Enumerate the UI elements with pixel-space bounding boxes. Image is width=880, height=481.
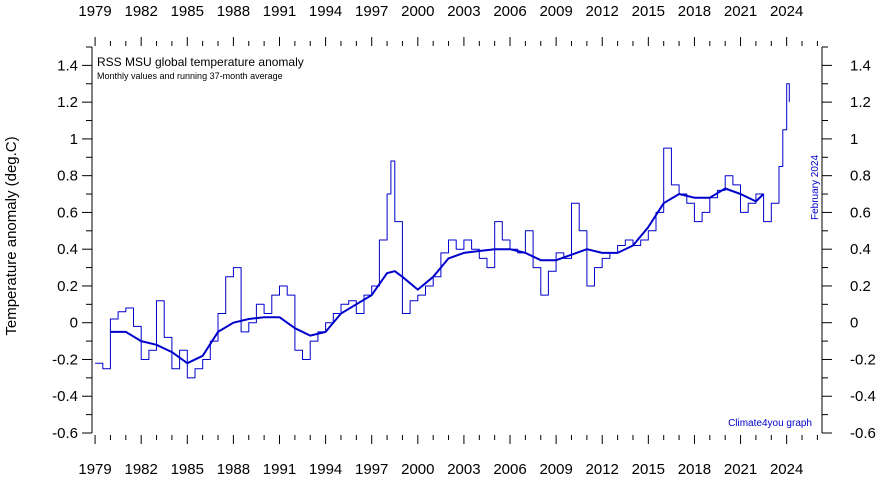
y-tick-label-right: -0.2	[850, 351, 876, 368]
y-tick-label-left: 0.2	[57, 278, 78, 295]
x-tick-label-top: 1985	[171, 3, 204, 20]
x-tick-label-bottom: 2018	[678, 461, 711, 478]
credit-label: Climate4you graph	[728, 418, 812, 429]
x-tick-label-top: 1988	[217, 3, 250, 20]
x-tick-label-bottom: 1982	[124, 461, 157, 478]
x-tick-label-bottom: 1991	[263, 461, 296, 478]
y-tick-label-right: -0.4	[850, 388, 876, 405]
y-ticks-left: 1.4 1.2 1 0.8 0.6 0.4 0.2 0 -0.2 -0.4 -0.6	[52, 46, 92, 442]
x-tick-label-bottom: 2000	[401, 461, 434, 478]
x-tick-label-bottom: 1988	[217, 461, 250, 478]
x-ticks-bottom: 1979 1982 1985 1988 1991 1994 1997 2000 2003 2006…	[78, 435, 818, 478]
y-tick-label-left: 0.4	[57, 241, 78, 258]
last-month-label: February 2024	[810, 155, 821, 220]
y-tick-label-right: 0	[850, 315, 858, 332]
x-tick-label-bottom: 2021	[724, 461, 757, 478]
y-tick-label-right: 1	[850, 131, 858, 148]
x-tick-label-top: 1994	[309, 3, 342, 20]
y-tick-label-left: 0	[70, 315, 78, 332]
y-tick-label-left: -0.2	[52, 351, 78, 368]
y-tick-label-left: 0.8	[57, 168, 78, 185]
x-tick-label-bottom: 2012	[586, 461, 619, 478]
x-tick-label-top: 2003	[447, 3, 480, 20]
y-tick-label-right: 0.6	[850, 204, 871, 221]
chart-subtitle: Monthly values and running 37-month aver…	[97, 71, 283, 81]
x-tick-label-top: 2015	[632, 3, 665, 20]
monthly-values-line	[95, 83, 790, 379]
y-tick-label-right: 0.2	[850, 278, 871, 295]
x-tick-label-bottom: 1979	[78, 461, 111, 478]
x-tick-label-bottom: 2003	[447, 461, 480, 478]
x-tick-label-bottom: 1997	[355, 461, 388, 478]
x-tick-label-top: 2021	[724, 3, 757, 20]
x-tick-label-top: 1979	[78, 3, 111, 20]
x-tick-label-top: 2009	[539, 3, 572, 20]
y-tick-label-right: 1.4	[850, 57, 871, 74]
y-tick-label-right: 0.8	[850, 168, 871, 185]
y-tick-label-left: 1.4	[57, 57, 78, 74]
x-tick-label-top: 2024	[770, 3, 803, 20]
x-tick-label-bottom: 2009	[539, 461, 572, 478]
series-layer	[95, 83, 790, 379]
x-tick-label-top: 1997	[355, 3, 388, 20]
y-ticks-right: 1.4 1.2 1 0.8 0.6 0.4 0.2 0 -0.2 -0.4 -0.6	[822, 46, 876, 442]
x-tick-label-top: 2012	[586, 3, 619, 20]
running-average-line	[110, 187, 765, 365]
x-tick-label-top: 2000	[401, 3, 434, 20]
x-tick-label-bottom: 1985	[171, 461, 204, 478]
x-tick-label-top: 1982	[124, 3, 157, 20]
y-tick-label-left: -0.6	[52, 425, 78, 442]
y-tick-label-left: 0.6	[57, 204, 78, 221]
plot-frame	[91, 47, 823, 433]
y-tick-label-left: 1	[70, 131, 78, 148]
y-axis-label: Temperature anomaly (deg.C)	[3, 136, 20, 335]
y-tick-label-left: -0.4	[52, 388, 78, 405]
y-tick-label-right: -0.6	[850, 425, 876, 442]
x-tick-label-bottom: 2006	[493, 461, 526, 478]
chart-title: RSS MSU global temperature anomaly	[97, 55, 304, 69]
x-tick-label-bottom: 2015	[632, 461, 665, 478]
x-ticks-top: 1979 1982 1985 1988 1991 1994 1997 2000 2003 2006…	[78, 3, 818, 46]
y-tick-label-right: 1.2	[850, 94, 871, 111]
x-tick-label-bottom: 1994	[309, 461, 342, 478]
x-tick-label-top: 2006	[493, 3, 526, 20]
x-tick-label-top: 2018	[678, 3, 711, 20]
y-tick-label-left: 1.2	[57, 94, 78, 111]
x-tick-label-top: 1991	[263, 3, 296, 20]
y-tick-label-right: 0.4	[850, 241, 871, 258]
x-tick-label-bottom: 2024	[770, 461, 803, 478]
